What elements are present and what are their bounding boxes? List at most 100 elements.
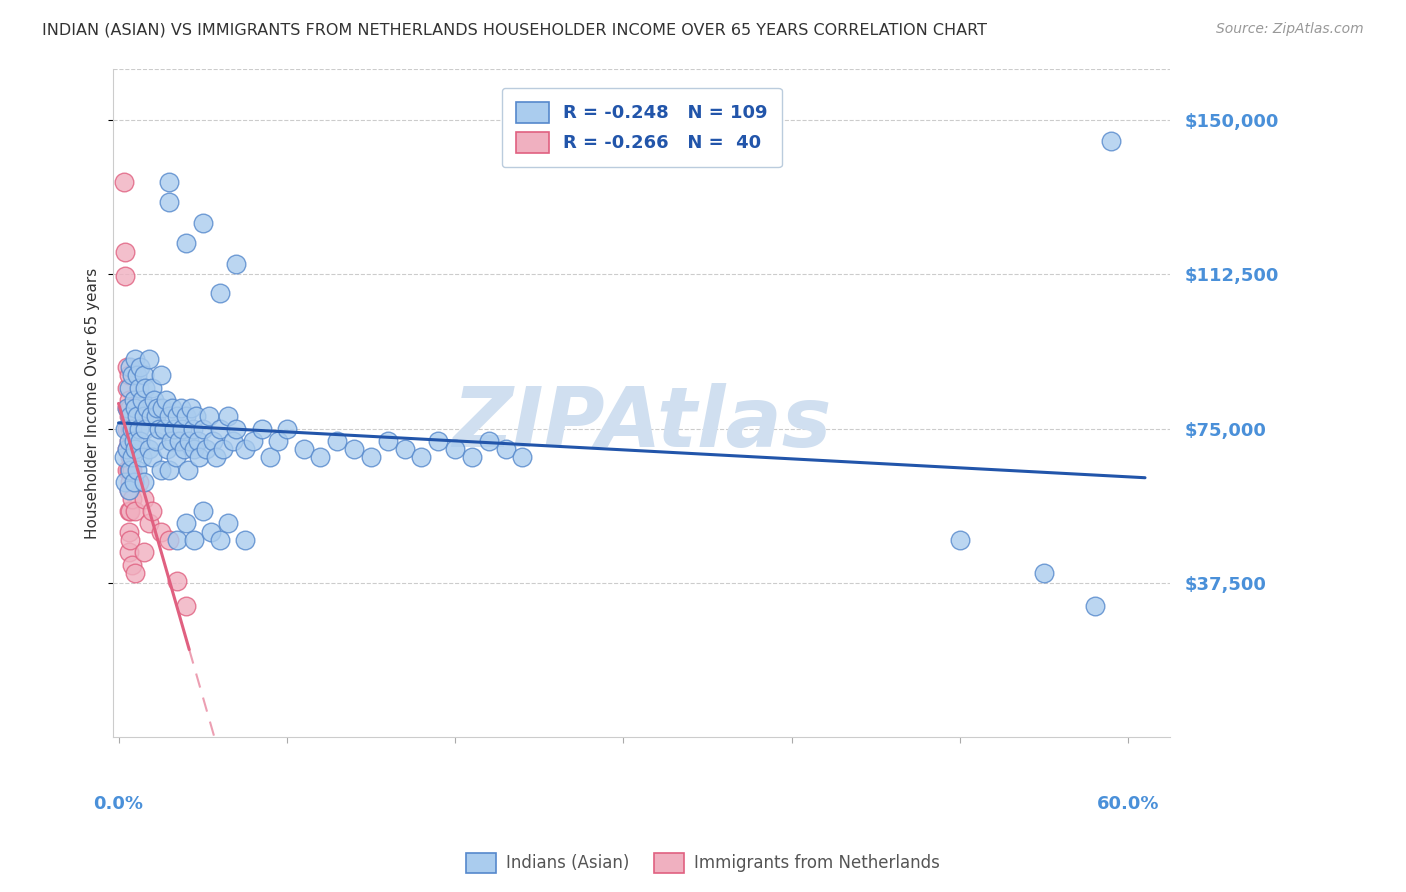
Point (141, 504, 163, 518)
Point (343, 442, 366, 457)
Point (125, 463, 148, 477)
Point (156, 442, 179, 457)
Point (242, 434, 264, 448)
Point (165, 450, 187, 465)
Point (478, 434, 501, 448)
Point (198, 409, 221, 424)
Text: INDIAN (ASIAN) VS IMMIGRANTS FROM NETHERLANDS HOUSEHOLDER INCOME OVER 65 YEARS C: INDIAN (ASIAN) VS IMMIGRANTS FROM NETHER… (42, 22, 987, 37)
Point (117, 504, 139, 518)
Point (217, 516, 239, 531)
Point (259, 450, 281, 465)
Point (208, 422, 231, 436)
Point (157, 533, 180, 547)
Point (128, 422, 150, 436)
Point (145, 434, 167, 448)
Point (114, 269, 136, 284)
Point (124, 442, 146, 457)
Point (149, 463, 172, 477)
Point (222, 434, 245, 448)
Point (208, 533, 231, 547)
Point (112, 450, 135, 465)
Point (117, 524, 139, 539)
Point (124, 504, 146, 518)
Point (114, 244, 136, 259)
Point (159, 434, 181, 448)
Point (267, 434, 290, 448)
Point (120, 504, 142, 518)
Point (205, 450, 228, 465)
Point (276, 422, 298, 436)
Point (444, 442, 467, 457)
Point (131, 450, 153, 465)
Point (115, 442, 138, 457)
Point (145, 409, 167, 424)
Point (170, 401, 193, 416)
Point (120, 463, 142, 477)
Point (1033, 566, 1056, 580)
Point (114, 475, 136, 490)
Point (121, 434, 143, 448)
Point (120, 401, 142, 416)
Point (138, 351, 160, 366)
Point (117, 545, 139, 559)
Point (233, 442, 256, 457)
Point (377, 434, 399, 448)
Point (141, 380, 163, 394)
Point (181, 422, 204, 436)
Point (217, 409, 239, 424)
Legend: Indians (Asian), Immigrants from Netherlands: Indians (Asian), Immigrants from Netherl… (460, 847, 946, 880)
Point (184, 409, 207, 424)
Point (174, 516, 197, 531)
Point (117, 368, 139, 383)
Point (183, 442, 205, 457)
Point (411, 450, 433, 465)
Point (122, 392, 145, 407)
Point (124, 566, 146, 580)
Point (427, 434, 450, 448)
Point (195, 442, 218, 457)
Point (122, 475, 145, 490)
Point (121, 368, 143, 383)
Point (120, 533, 142, 547)
Point (1099, 134, 1122, 148)
Point (121, 409, 143, 424)
Point (141, 450, 163, 465)
Point (115, 463, 138, 477)
Point (157, 463, 180, 477)
Point (208, 285, 231, 300)
Point (212, 442, 235, 457)
Point (131, 392, 153, 407)
Point (121, 450, 143, 465)
Point (172, 422, 194, 436)
Point (153, 422, 176, 436)
Point (117, 434, 139, 448)
Point (117, 380, 139, 394)
Point (117, 409, 139, 424)
Point (121, 491, 143, 506)
Point (132, 545, 155, 559)
Point (949, 533, 972, 547)
Point (176, 463, 198, 477)
Point (191, 216, 214, 230)
Point (167, 434, 190, 448)
Point (166, 533, 188, 547)
Point (129, 359, 152, 374)
Point (163, 422, 186, 436)
Point (125, 368, 148, 383)
Point (461, 450, 484, 465)
Point (149, 524, 172, 539)
Legend: R = -0.248   N = 109, R = -0.266   N =  40: R = -0.248 N = 109, R = -0.266 N = 40 (502, 87, 782, 167)
Point (187, 434, 209, 448)
Point (149, 368, 172, 383)
Point (394, 442, 416, 457)
Point (115, 359, 138, 374)
Y-axis label: Householder Income Over 65 years: Householder Income Over 65 years (86, 268, 100, 539)
Text: 0.0%: 0.0% (94, 795, 143, 813)
Point (183, 533, 205, 547)
Point (136, 401, 159, 416)
Point (117, 392, 139, 407)
Point (309, 450, 332, 465)
Point (142, 392, 165, 407)
Point (117, 463, 139, 477)
Point (132, 475, 155, 490)
